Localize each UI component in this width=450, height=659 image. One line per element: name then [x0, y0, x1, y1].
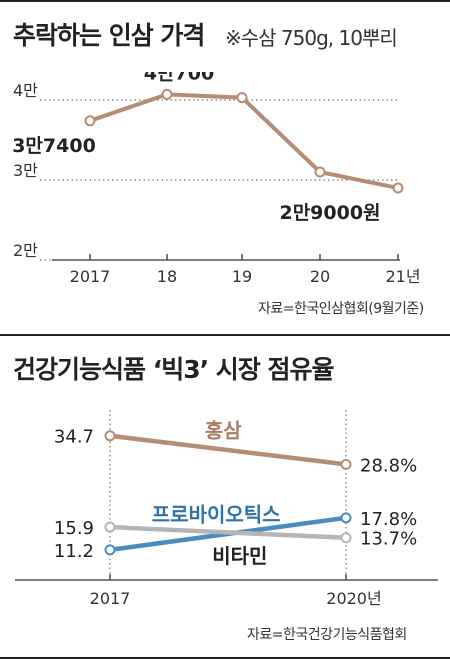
- price-data-label: 2만9000원: [279, 202, 380, 224]
- price-point: [236, 92, 248, 104]
- x-tick-label: 2020년: [326, 589, 381, 608]
- bottom-rule: [0, 657, 450, 659]
- series-name-label: 홍삼: [205, 418, 242, 442]
- share-point: [340, 512, 352, 524]
- middle-rule: [0, 334, 450, 336]
- share-point: [104, 521, 116, 533]
- chart1-subtitle: ※수삼 750g, 10뿌리: [225, 26, 398, 50]
- series-name-label: 비타민: [212, 544, 267, 568]
- price-series-line: [89, 92, 399, 190]
- y-tick-label: 2만: [13, 241, 38, 260]
- x-tick-label: 20: [310, 267, 330, 286]
- end-value-label: 28.8%: [360, 455, 417, 476]
- share-point: [340, 532, 352, 544]
- x-tick-label: 19: [232, 267, 252, 286]
- start-value-label: 11.2: [54, 541, 94, 562]
- start-value-label: 34.7: [54, 427, 94, 448]
- share-point: [340, 458, 352, 470]
- start-value-label: 15.9: [54, 518, 94, 539]
- x-tick-label: 21년: [385, 267, 420, 286]
- chart2-share-slope: 2017 2020년 34.7 28.8% 홍삼 11.2 17.8% 프로바이오틱스 15.9…: [15, 410, 438, 608]
- y-tick-label: 4만: [13, 81, 38, 100]
- chart1-title: 추락하는 인삼 가격: [13, 21, 205, 50]
- share-point: [104, 544, 116, 556]
- price-data-label: 4만700: [144, 72, 214, 84]
- end-value-label: 13.7%: [360, 529, 417, 550]
- chart1-source: 자료=한국인삼협회(9월기준): [258, 301, 424, 317]
- chart2-title: 건강기능식품 ‘빅3’ 시장 점유율: [13, 355, 335, 384]
- chart2-source: 자료=한국건강기능식품협회: [247, 627, 407, 643]
- x-tick-label: 2017: [70, 267, 111, 286]
- share-point: [104, 430, 116, 442]
- price-point: [84, 115, 96, 127]
- end-value-label: 17.8%: [360, 509, 417, 530]
- chart1-price-line: 2만 3만 4만 2017 18 19 20 21년 3만7400 4만700 2만9000원: [12, 72, 420, 286]
- x-tick-label: 18: [157, 267, 177, 286]
- price-point: [392, 182, 404, 194]
- y-tick-label: 3만: [13, 161, 38, 180]
- share-series-line: [107, 524, 349, 540]
- series-name-label: 프로바이오틱스: [152, 502, 281, 526]
- price-point: [161, 88, 173, 100]
- price-point: [314, 166, 326, 178]
- top-rule: [0, 0, 450, 2]
- price-data-label: 3만7400: [12, 135, 96, 157]
- x-tick-label: 2017: [90, 589, 131, 608]
- share-series-line: [107, 433, 349, 467]
